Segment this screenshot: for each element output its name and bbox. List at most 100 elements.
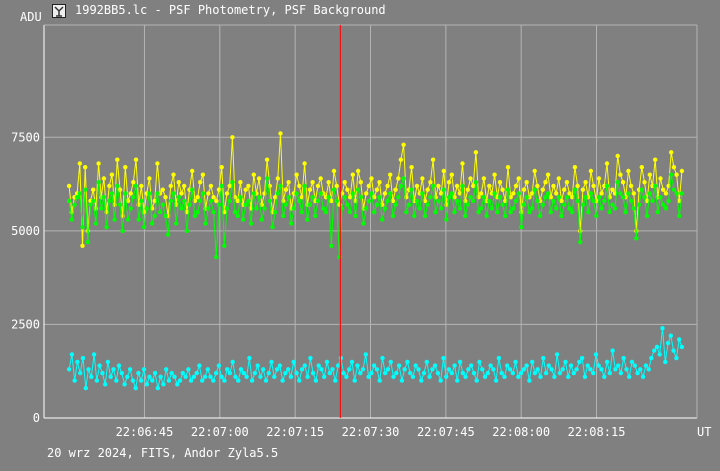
data-point bbox=[347, 195, 353, 200]
data-point bbox=[277, 363, 283, 368]
data-point bbox=[238, 195, 243, 200]
data-point bbox=[258, 374, 263, 379]
data-point bbox=[377, 180, 382, 185]
data-point bbox=[211, 378, 216, 383]
data-point bbox=[91, 352, 97, 357]
data-point bbox=[620, 195, 626, 200]
data-point bbox=[286, 180, 291, 185]
data-point bbox=[256, 176, 262, 181]
data-point bbox=[222, 243, 227, 248]
data-point bbox=[519, 224, 524, 230]
data-point bbox=[628, 198, 634, 204]
data-point bbox=[530, 359, 535, 365]
data-point bbox=[551, 183, 556, 189]
data-point bbox=[286, 195, 291, 200]
data-point bbox=[374, 187, 380, 192]
data-point bbox=[674, 355, 679, 361]
data-point bbox=[266, 370, 271, 376]
data-point bbox=[482, 374, 488, 379]
data-point bbox=[628, 183, 634, 189]
data-point bbox=[556, 176, 561, 181]
data-point bbox=[180, 370, 185, 376]
telescope-app-icon[interactable] bbox=[52, 4, 66, 18]
data-point bbox=[224, 206, 230, 211]
data-point bbox=[122, 382, 127, 387]
data-point bbox=[663, 191, 669, 196]
data-point bbox=[182, 183, 187, 189]
data-point bbox=[171, 191, 176, 196]
data-point bbox=[109, 172, 115, 177]
data-point bbox=[438, 191, 444, 196]
data-point bbox=[372, 195, 377, 200]
data-point bbox=[283, 202, 289, 207]
data-point bbox=[273, 195, 278, 200]
data-point bbox=[333, 378, 338, 383]
data-point bbox=[618, 191, 623, 196]
data-point bbox=[345, 187, 350, 192]
data-point bbox=[267, 183, 272, 189]
data-point bbox=[214, 254, 219, 260]
data-point bbox=[545, 191, 551, 196]
data-point bbox=[538, 374, 543, 379]
data-point bbox=[390, 198, 396, 204]
data-point bbox=[355, 363, 360, 368]
data-point bbox=[607, 209, 612, 215]
data-point bbox=[567, 191, 572, 196]
x-tick-label: 22:07:45 bbox=[417, 425, 475, 439]
data-point bbox=[224, 191, 230, 196]
x-tick-label: 22:06:45 bbox=[116, 425, 174, 439]
data-point bbox=[668, 333, 673, 338]
data-point bbox=[480, 367, 485, 372]
data-point bbox=[115, 183, 120, 189]
data-point bbox=[288, 374, 294, 379]
data-point bbox=[535, 367, 540, 372]
data-point bbox=[297, 198, 302, 204]
data-point bbox=[485, 370, 490, 376]
data-point bbox=[449, 191, 454, 196]
data-point bbox=[331, 168, 337, 174]
data-point bbox=[543, 370, 549, 376]
data-point bbox=[623, 209, 628, 215]
data-point bbox=[97, 363, 102, 368]
data-point bbox=[259, 217, 264, 222]
data-point bbox=[247, 355, 252, 361]
data-point bbox=[454, 183, 460, 189]
data-point bbox=[493, 378, 499, 383]
data-point bbox=[72, 202, 77, 207]
data-point bbox=[474, 378, 479, 383]
data-point bbox=[402, 367, 407, 372]
data-point bbox=[93, 221, 99, 226]
data-point bbox=[639, 187, 644, 192]
data-point bbox=[133, 157, 139, 162]
data-point bbox=[570, 209, 575, 215]
data-point bbox=[524, 180, 529, 185]
data-point bbox=[404, 209, 409, 215]
data-point bbox=[588, 367, 593, 372]
data-point bbox=[355, 187, 361, 192]
data-point bbox=[665, 340, 671, 346]
data-point bbox=[369, 191, 374, 196]
data-point bbox=[194, 370, 199, 376]
data-point bbox=[176, 180, 181, 185]
data-point bbox=[677, 198, 682, 204]
data-point bbox=[479, 206, 484, 211]
data-point bbox=[236, 378, 241, 383]
data-point bbox=[398, 157, 404, 162]
data-point bbox=[294, 191, 299, 196]
data-point bbox=[319, 367, 324, 372]
data-point bbox=[184, 228, 190, 234]
data-point bbox=[432, 363, 438, 368]
data-point bbox=[291, 206, 297, 211]
data-point bbox=[663, 359, 668, 365]
data-point bbox=[554, 191, 559, 196]
data-point bbox=[653, 183, 658, 189]
data-point bbox=[103, 382, 108, 387]
data-point bbox=[500, 202, 505, 207]
data-point bbox=[596, 176, 602, 181]
x-tick-label: 22:07:15 bbox=[266, 425, 324, 439]
data-point bbox=[66, 367, 72, 372]
data-point bbox=[280, 378, 285, 383]
data-point bbox=[562, 187, 567, 192]
data-point bbox=[390, 213, 396, 219]
